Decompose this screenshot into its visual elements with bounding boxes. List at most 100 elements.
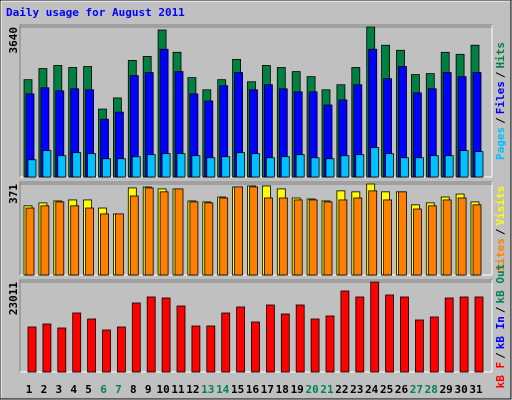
bar [385,153,395,178]
bar [236,306,246,373]
bar [310,157,320,178]
bar [263,197,273,276]
legend: Sites / Visits [494,186,507,272]
x-tick-label: 7 [115,383,122,396]
bar [457,197,467,276]
bar [251,321,260,373]
x-tick-label: 23 [350,383,363,396]
bar [472,204,482,276]
bar [444,297,454,373]
bar [325,158,335,178]
bar [55,201,65,276]
bar [204,202,214,276]
bar [206,325,216,373]
bar [368,190,378,276]
x-tick-label: 2 [41,383,48,396]
x-tick-label: 26 [395,383,409,396]
bar [293,199,303,276]
bar [429,316,439,373]
x-tick-label: 10 [156,383,169,396]
bar [176,305,186,373]
bar [161,297,171,373]
bar [400,157,409,178]
bar [310,318,320,373]
bar [191,325,201,373]
bar [25,207,35,276]
bar [42,323,52,373]
bar [40,205,50,276]
bar [129,195,139,276]
bar [236,152,246,178]
legend-entry: Files [494,81,507,114]
x-tick-label: 6 [100,383,107,396]
legend-separator: / [494,117,507,124]
bar [265,304,275,373]
x-tick-label: 25 [380,383,393,396]
x-tick-label: 5 [85,383,92,396]
bar [102,158,111,178]
legend-separator: / [494,352,507,359]
bar [159,191,169,276]
bar [85,207,94,276]
bar [161,153,171,178]
bar [102,329,111,373]
bar [251,153,260,178]
bar [57,327,67,373]
bar [27,159,37,178]
x-tick-label: 8 [130,383,137,396]
legend-entry: Sites [494,238,507,271]
bar [221,156,231,178]
bar [370,147,380,178]
x-tick-label: 12 [186,383,199,396]
legend: kB F / kB In / kB Out [494,264,507,389]
bar [100,213,109,276]
bar [295,304,305,373]
bar [72,152,82,178]
bar [176,153,186,178]
bar [412,208,422,276]
bar [353,197,363,276]
y-tick-label: 23011 [7,282,20,315]
bar [191,155,201,178]
bar [370,281,380,373]
bar [131,302,141,373]
bar [219,197,229,276]
bar [189,201,199,276]
bar [146,154,156,178]
bar [474,296,484,373]
x-tick-label: 18 [276,383,289,396]
x-tick-label: 16 [246,383,260,396]
x-tick-label: 1 [26,383,33,396]
bar [325,315,335,373]
bar [70,205,80,276]
bar [398,191,407,276]
x-tick-label: 29 [440,383,453,396]
bar [414,157,424,178]
legend: Pages / Files / Hits [494,42,507,160]
x-tick-label: 30 [454,383,467,396]
y-tick-label: 3640 [7,27,20,54]
chart-title: Daily usage for August 2011 [6,6,185,19]
bar [234,186,244,276]
bar [338,199,348,276]
bar [444,155,454,178]
x-tick-label: 31 [469,383,483,396]
legend-entry: Visits [494,186,507,226]
bar [459,150,469,178]
legend-separator: / [494,71,507,78]
bar [117,158,126,178]
bar [42,150,52,178]
bar [27,326,37,373]
bar [323,201,333,276]
bar [249,186,258,276]
bar [295,154,305,178]
bar [87,318,96,373]
bar [340,290,350,373]
legend-entry: kB In [494,316,507,349]
legend-entry: Pages [494,127,507,160]
legend-entry: kB Out [494,264,507,304]
bar [87,153,96,178]
legend-entry: Hits [494,42,507,69]
x-tick-label: 19 [291,383,304,396]
